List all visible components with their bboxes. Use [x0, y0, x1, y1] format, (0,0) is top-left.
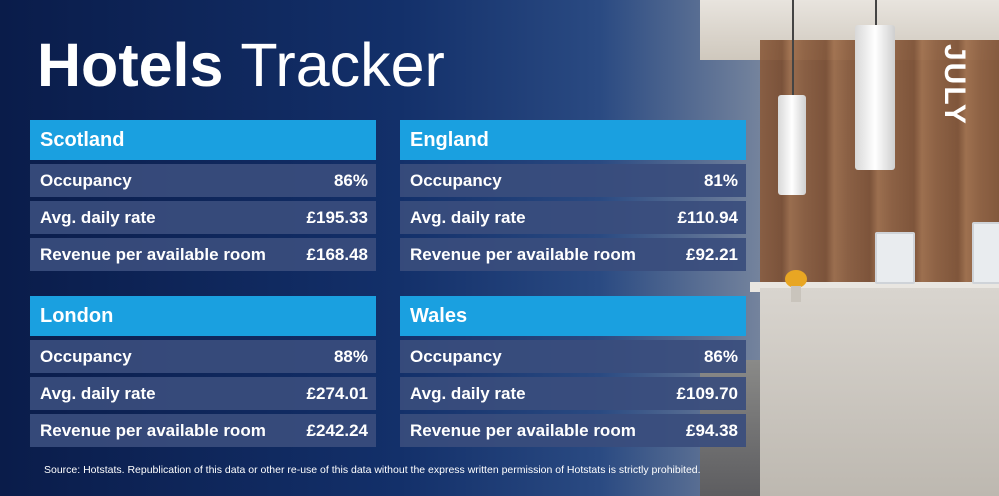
metric-row: Occupancy 86%: [400, 340, 746, 373]
metric-value: £168.48: [306, 244, 368, 264]
metric-value: £109.70: [676, 383, 738, 403]
metric-row: Revenue per available room £168.48: [30, 238, 376, 271]
metric-row: Occupancy 86%: [30, 164, 376, 197]
hotel-lobby-image: [700, 0, 999, 496]
region-header: England: [400, 120, 746, 160]
title-bold: Hotels: [37, 31, 224, 99]
metric-label: Revenue per available room: [40, 420, 266, 440]
region-panel-london: London Occupancy 88% Avg. daily rate £27…: [30, 296, 376, 447]
metric-row: Avg. daily rate £274.01: [30, 377, 376, 410]
metric-label: Avg. daily rate: [40, 383, 156, 403]
metric-value: 86%: [333, 170, 368, 190]
metric-label: Occupancy: [40, 170, 132, 190]
metric-value: £92.21: [686, 244, 738, 264]
source-note: Source: Hotstats. Republication of this …: [44, 464, 701, 476]
metric-value: £195.33: [306, 207, 368, 227]
monitor: [875, 232, 915, 284]
metric-value: £110.94: [677, 207, 738, 227]
title-light: Tracker: [240, 31, 445, 99]
metric-row: Revenue per available room £94.38: [400, 414, 746, 447]
metric-value: 86%: [703, 346, 738, 366]
lamp-cord: [875, 0, 877, 25]
metric-row: Revenue per available room £92.21: [400, 238, 746, 271]
region-panel-wales: Wales Occupancy 86% Avg. daily rate £109…: [400, 296, 746, 447]
metric-row: Avg. daily rate £195.33: [30, 201, 376, 234]
metric-value: £274.01: [306, 383, 368, 403]
reception-desk-top: [750, 282, 999, 292]
metric-value: 81%: [703, 170, 738, 190]
metric-value: £242.24: [306, 420, 368, 440]
metric-label: Revenue per available room: [410, 244, 636, 264]
region-header: London: [30, 296, 376, 336]
metric-label: Revenue per available room: [410, 420, 636, 440]
reception-desk: [760, 288, 999, 496]
metric-row: Avg. daily rate £109.70: [400, 377, 746, 410]
monitor: [972, 222, 999, 284]
metric-label: Avg. daily rate: [410, 207, 526, 227]
pendant-lamp: [778, 95, 806, 195]
lamp-cord: [792, 0, 794, 95]
metric-row: Revenue per available room £242.24: [30, 414, 376, 447]
month-label: JULY: [938, 44, 971, 126]
metric-value: 88%: [333, 346, 368, 366]
metric-label: Occupancy: [410, 346, 502, 366]
region-panel-england: England Occupancy 81% Avg. daily rate £1…: [400, 120, 746, 271]
metric-label: Occupancy: [40, 346, 132, 366]
metric-label: Avg. daily rate: [40, 207, 156, 227]
metric-label: Revenue per available room: [40, 244, 266, 264]
metric-row: Occupancy 88%: [30, 340, 376, 373]
page-title: Hotels Tracker: [37, 30, 445, 100]
metric-label: Occupancy: [410, 170, 502, 190]
metric-row: Avg. daily rate £110.94: [400, 201, 746, 234]
flowers: [785, 270, 807, 288]
metric-row: Occupancy 81%: [400, 164, 746, 197]
region-header: Wales: [400, 296, 746, 336]
vase: [791, 286, 801, 302]
region-header: Scotland: [30, 120, 376, 160]
metric-label: Avg. daily rate: [410, 383, 526, 403]
region-panel-scotland: Scotland Occupancy 86% Avg. daily rate £…: [30, 120, 376, 271]
metric-value: £94.38: [686, 420, 738, 440]
pendant-lamp: [855, 25, 895, 170]
